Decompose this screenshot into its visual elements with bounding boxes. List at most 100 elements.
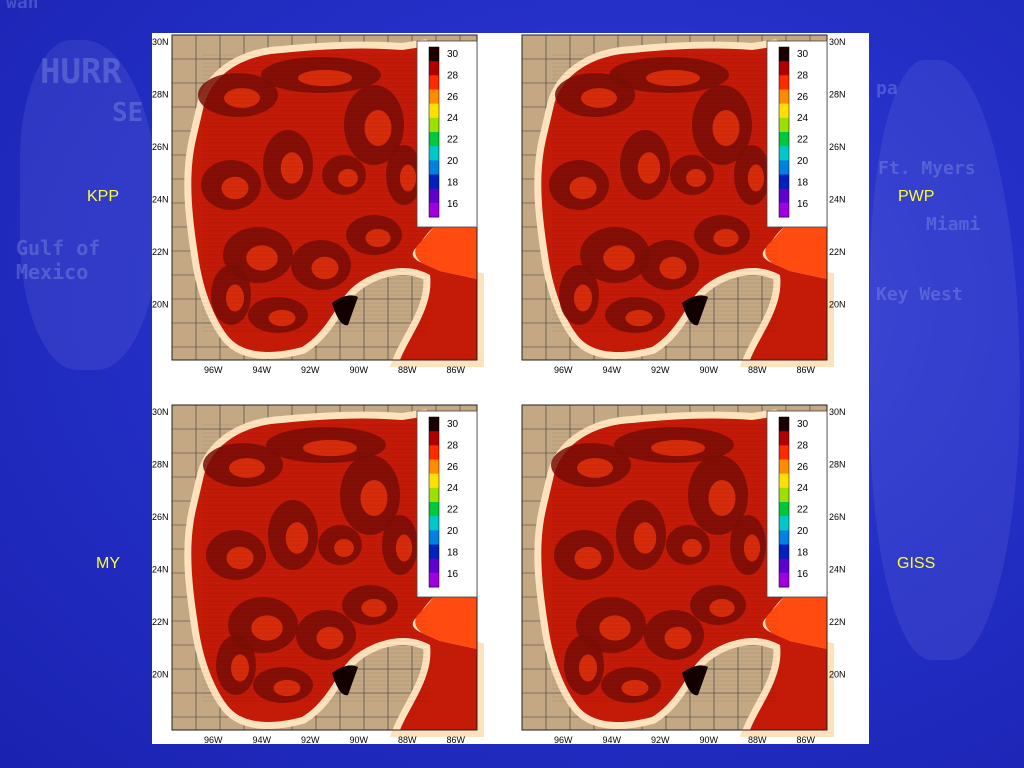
lat-tick-label: 20N <box>829 670 846 680</box>
lon-tick-label: 96W <box>204 735 223 745</box>
colorbar-tick-label: 22 <box>797 505 809 516</box>
bg-landmass-right <box>870 60 1020 660</box>
lat-tick-label: 28N <box>829 90 846 100</box>
lon-tick-label: 96W <box>554 735 573 745</box>
colorbar-tick-label: 30 <box>447 419 459 430</box>
colorbar-tick-label: 18 <box>447 547 459 558</box>
lon-tick-label: 92W <box>301 735 320 745</box>
lat-tick-label: 20N <box>152 670 169 680</box>
lat-tick-label: 30N <box>829 37 846 47</box>
bg-landmass-left <box>20 40 160 370</box>
lat-tick-label: 28N <box>152 90 169 100</box>
colorbar: 30 28 26 24 22 20 18 16 <box>766 410 828 598</box>
colorbar-tick-label: 16 <box>797 199 809 210</box>
lat-tick-label: 22N <box>829 247 846 257</box>
lon-tick-label: 94W <box>603 365 622 375</box>
lat-tick-label: 20N <box>829 300 846 310</box>
sst-map-kpp: 30 28 26 24 22 20 18 16 30N 28N 26N 24N 22N 20N 96W 94W… <box>152 34 484 375</box>
lat-tick-label: 30N <box>152 407 169 417</box>
colorbar-tick-label: 30 <box>797 419 809 430</box>
lon-tick-label: 90W <box>350 735 369 745</box>
colorbar-tick-label: 30 <box>447 49 459 60</box>
lon-tick-label: 90W <box>700 365 719 375</box>
lon-tick-label: 96W <box>554 365 573 375</box>
lat-tick-label: 28N <box>829 460 846 470</box>
colorbar-tick-label: 26 <box>797 92 809 103</box>
lon-tick-label: 86W <box>447 735 466 745</box>
colorbar-tick-label: 18 <box>797 547 809 558</box>
colorbar-tick-label: 28 <box>797 440 809 451</box>
lat-tick-label: 26N <box>152 142 169 152</box>
lon-tick-label: 88W <box>748 735 767 745</box>
lat-tick-label: 24N <box>829 565 846 575</box>
colorbar-tick-label: 18 <box>797 177 809 188</box>
lon-tick-label: 86W <box>797 735 816 745</box>
colorbar-tick-label: 28 <box>447 440 459 451</box>
colorbar: 30 28 26 24 22 20 18 16 <box>416 410 478 598</box>
colorbar-tick-label: 16 <box>797 569 809 580</box>
bg-word-ftmyers: Ft. Myers <box>878 158 976 179</box>
bg-word-miami: Miami <box>926 214 981 235</box>
lat-tick-label: 26N <box>152 512 169 522</box>
lon-tick-label: 90W <box>700 735 719 745</box>
eddy-features <box>551 424 777 703</box>
colorbar-tick-label: 22 <box>797 135 809 146</box>
bg-word-keywest: Key West <box>876 284 963 305</box>
model-label-giss: GISS <box>897 555 936 572</box>
colorbar-tick-label: 16 <box>447 199 459 210</box>
colorbar-tick-label: 16 <box>447 569 459 580</box>
colorbar-tick-label: 22 <box>447 505 459 516</box>
lon-tick-label: 94W <box>253 735 272 745</box>
bg-word-wan: wan <box>6 0 39 13</box>
lat-tick-label: 24N <box>152 195 169 205</box>
lon-tick-label: 88W <box>748 365 767 375</box>
lat-tick-label: 24N <box>829 195 846 205</box>
colorbar-tick-label: 24 <box>447 113 459 124</box>
colorbar: 30 28 26 24 22 20 18 16 <box>416 40 478 228</box>
lat-tick-label: 26N <box>829 512 846 522</box>
lat-tick-label: 22N <box>152 617 169 627</box>
lat-tick-label: 26N <box>829 142 846 152</box>
colorbar-tick-label: 26 <box>447 462 459 473</box>
colorbar-tick-label: 28 <box>797 70 809 81</box>
lon-tick-label: 96W <box>204 365 223 375</box>
model-label-my: MY <box>96 555 120 572</box>
lat-tick-label: 30N <box>152 37 169 47</box>
colorbar-tick-label: 20 <box>797 526 809 537</box>
colorbar-tick-label: 18 <box>447 177 459 188</box>
colorbar-tick-label: 22 <box>447 135 459 146</box>
sst-map-giss: 30 28 26 24 22 20 18 16 30N 28N 26N 24N 22N 20N 96W 94W… <box>521 404 846 745</box>
lon-tick-label: 94W <box>603 735 622 745</box>
colorbar-tick-label: 26 <box>797 462 809 473</box>
bg-word-pa: pa <box>876 78 898 99</box>
sst-map-pwp: 30 28 26 24 22 20 18 16 30N 28N 26N 24N 22N 20N 96W 94W… <box>521 34 846 375</box>
lat-tick-label: 30N <box>829 407 846 417</box>
model-label-kpp: KPP <box>87 188 120 205</box>
colorbar-tick-label: 24 <box>447 483 459 494</box>
model-label-pwp: PWP <box>898 188 935 205</box>
lon-tick-label: 92W <box>651 735 670 745</box>
lon-tick-label: 88W <box>398 735 417 745</box>
lon-tick-label: 90W <box>350 365 369 375</box>
colorbar-tick-label: 20 <box>797 156 809 167</box>
colorbar-tick-label: 24 <box>797 113 809 124</box>
colorbar-tick-label: 30 <box>797 49 809 60</box>
lat-tick-label: 28N <box>152 460 169 470</box>
bg-word-gulf: Gulf of <box>16 236 101 260</box>
eddy-features <box>198 54 427 333</box>
sst-map-my: 30 28 26 24 22 20 18 16 30N 28N 26N 24N 22N 20N 96W 94W… <box>152 404 484 745</box>
colorbar-tick-label: 24 <box>797 483 809 494</box>
bg-word-se: SE <box>112 98 144 128</box>
bg-word-hurr: HURR <box>40 52 122 92</box>
eddy-features <box>202 424 427 703</box>
lat-tick-label: 24N <box>152 565 169 575</box>
lon-tick-label: 86W <box>447 365 466 375</box>
lon-tick-label: 86W <box>797 365 816 375</box>
colorbar-tick-label: 20 <box>447 156 459 167</box>
lat-tick-label: 22N <box>829 617 846 627</box>
bg-word-mexico: Mexico <box>16 260 89 284</box>
lon-tick-label: 92W <box>301 365 320 375</box>
lat-tick-label: 20N <box>152 300 169 310</box>
lat-tick-label: 22N <box>152 247 169 257</box>
colorbar-tick-label: 26 <box>447 92 459 103</box>
